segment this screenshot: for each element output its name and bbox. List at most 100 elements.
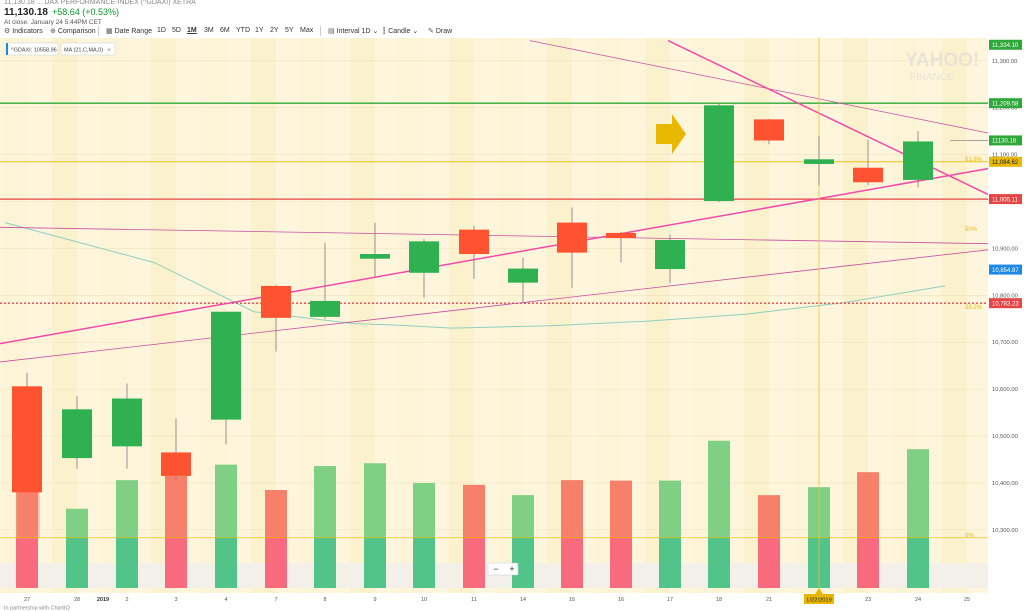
range-6m[interactable]: 6M (220, 27, 230, 34)
volume-base-bar (463, 537, 485, 588)
range-5d[interactable]: 5D (172, 27, 181, 34)
x-tick-label: 17 (667, 597, 673, 603)
volume-base-bar (512, 537, 534, 588)
range-1y[interactable]: 1Y (255, 27, 264, 34)
volume-bar (610, 480, 632, 538)
day-band (942, 38, 967, 593)
volume-base-bar (215, 537, 237, 588)
fib-label: 50% (965, 227, 978, 233)
x-tick-label: 8 (323, 597, 326, 603)
candle-body[interactable] (211, 311, 241, 420)
moving-average-line (4, 222, 946, 329)
price-tag (989, 98, 1022, 109)
candle-body[interactable] (261, 285, 291, 318)
y-tick-label: 10,400.00 (992, 481, 1018, 487)
price-tag (989, 135, 1022, 146)
x-tick-label: 15 (569, 597, 575, 603)
zoom-in-button[interactable]: + (509, 564, 514, 574)
candle-body[interactable] (12, 386, 42, 493)
price-line: 11,130.18 +58.64 (+0.53%) (4, 6, 196, 19)
price-tag-label: 11130.18 (992, 139, 1017, 145)
x-tick-label: 2019 (97, 597, 109, 603)
candle-button[interactable]: ┇ Candle ⌄ (382, 28, 419, 35)
pencil-icon: ✎ (428, 28, 434, 35)
candle-body[interactable] (360, 254, 390, 259)
close-time: At close: January 24 5:44PM CET (4, 19, 102, 26)
candle-body[interactable] (804, 159, 834, 164)
candle-body[interactable] (704, 105, 734, 202)
day-band (52, 38, 77, 593)
candle-body[interactable] (606, 232, 636, 239)
candlestick-chart[interactable]: 61.8% 50% 38.2% 0% YAHOO!FINANCE ^GDAXI: 1055… (0, 38, 1024, 611)
volume-base-bar (708, 537, 730, 588)
range-max[interactable]: Max (300, 27, 314, 34)
candle-body[interactable] (310, 300, 340, 317)
volume-base-bar (659, 537, 681, 588)
range-1m[interactable]: 1M (187, 27, 197, 34)
price-tag-label: 10,783.23 (992, 301, 1019, 307)
draw-button[interactable]: ✎ Draw (428, 28, 453, 35)
partner-footer: In partnership with ChartIQ (4, 606, 70, 611)
trendline-middle (0, 226, 989, 245)
y-tick-label: 10,800.00 (992, 293, 1018, 299)
range-1d[interactable]: 1D (157, 27, 166, 34)
range-3m[interactable]: 3M (204, 27, 214, 34)
x-tick-label: 3 (174, 597, 177, 603)
volume-bar (265, 489, 287, 538)
y-tick-label: 11,200.00 (992, 106, 1017, 112)
header: 11,130.18 ... DAX PERFORMANCE-INDEX (^GD… (4, 0, 196, 27)
volume-base-bar (16, 537, 38, 588)
fib-label: 0% (965, 533, 974, 539)
x-tick-label: 21 (766, 597, 772, 603)
candle-body[interactable] (112, 398, 142, 447)
x-tick-label: 11 (471, 597, 477, 603)
crosshair-date-tag (804, 594, 834, 604)
volume-base-bar (66, 537, 88, 588)
candle-body[interactable] (853, 167, 883, 183)
x-tick-label: 2 (125, 597, 128, 603)
candle-body[interactable] (62, 409, 92, 459)
candle-body[interactable] (459, 229, 489, 255)
y-tick-label: 11,300.00 (992, 59, 1017, 65)
volume-bar (314, 466, 336, 538)
comparison-button[interactable]: ⊕ Comparison (50, 28, 96, 35)
range-5y[interactable]: 5Y (285, 27, 294, 34)
range-ytd[interactable]: YTD (236, 27, 250, 34)
volume-base-bar (758, 537, 780, 588)
watermark-finance: FINANCE (910, 72, 954, 83)
price-tag-label: 11,209.58 (992, 101, 1019, 107)
legend-ma-chip[interactable] (60, 42, 116, 56)
zoom-out-button[interactable]: − (493, 564, 498, 574)
price-tag-label: 11,084.62 (992, 160, 1019, 166)
candle-body[interactable] (754, 119, 784, 141)
date-range-button[interactable]: ▦ Date Range (106, 28, 152, 35)
volume-bar (116, 480, 138, 538)
watermark-yahoo: YAHOO! (905, 50, 979, 71)
volume-bar (165, 475, 187, 538)
candle-icon: ┇ (382, 28, 387, 35)
chevron-down-icon: ⌄ (412, 28, 419, 35)
volume-base-bar (413, 537, 435, 588)
y-tick-label: 10,500.00 (992, 434, 1018, 440)
price-tag (989, 156, 1022, 167)
candle-body[interactable] (508, 268, 538, 283)
y-tick-label: 10,300.00 (992, 528, 1018, 534)
y-axis-background (988, 38, 1024, 593)
y-tick-label: 10,900.00 (992, 246, 1018, 252)
candle-body[interactable] (161, 452, 191, 476)
indicators-button[interactable]: ⚙ Indicators (4, 28, 43, 35)
interval-button[interactable]: ▤ Interval 1D ⌄ (328, 28, 379, 35)
candle-body[interactable] (903, 141, 933, 180)
volume-bar (561, 480, 583, 538)
candle-body[interactable] (409, 241, 439, 273)
x-tick-label: 25 (964, 597, 970, 603)
price-tag (989, 39, 1022, 50)
candle-body[interactable] (655, 239, 685, 270)
x-tick-label: 23 (865, 597, 871, 603)
chart-toolbar: ⚙ Indicators ⊕ Comparison ▦ Date Range 1D 5… (0, 24, 1024, 39)
price-tag (989, 194, 1022, 205)
volume-bar (708, 440, 730, 538)
range-2y[interactable]: 2Y (270, 27, 279, 34)
volume-bar (659, 480, 681, 538)
candle-body[interactable] (557, 222, 587, 253)
